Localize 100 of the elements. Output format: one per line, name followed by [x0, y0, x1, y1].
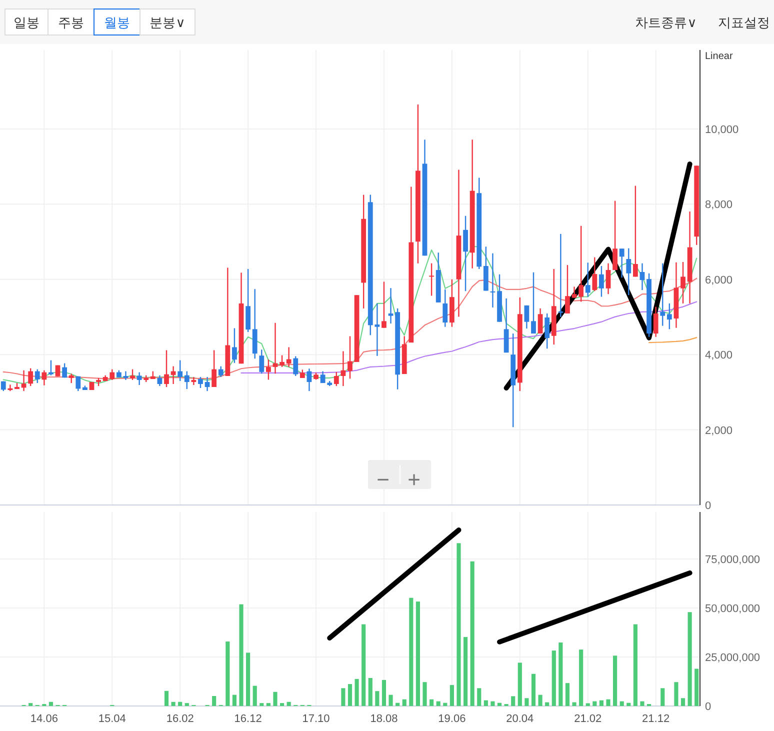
candlestick [123, 370, 128, 381]
candlestick [306, 368, 312, 392]
bar [184, 703, 189, 706]
bar [626, 702, 631, 706]
bar [660, 688, 665, 706]
candlestick [531, 272, 536, 334]
bar [463, 637, 468, 706]
bar [565, 683, 570, 706]
candlestick [204, 376, 210, 392]
x-tick-label: 20.04 [506, 713, 534, 725]
bar [490, 701, 495, 706]
bar [572, 702, 576, 706]
x-tick-label: 17.10 [302, 713, 330, 725]
x-tick-label: 18.08 [370, 713, 398, 725]
text: 분봉∨ [150, 15, 186, 30]
text: 월봉 [104, 15, 130, 30]
candlestick [653, 306, 658, 338]
bar [443, 702, 448, 706]
bar [171, 702, 176, 706]
y-tick-label: 50,000,000 [705, 603, 760, 616]
bar [620, 701, 624, 706]
bar [558, 642, 563, 706]
candlestick [463, 215, 468, 292]
bar [273, 692, 278, 706]
candlestick [388, 287, 394, 324]
bar [606, 699, 610, 706]
text: 주봉 [58, 15, 84, 30]
y-tick-label: 8,000 [705, 199, 733, 212]
candlestick [382, 281, 386, 328]
bar [28, 703, 33, 706]
x-tick-label: 14.06 [30, 713, 58, 725]
bar [531, 674, 536, 706]
bar [484, 700, 488, 706]
candlestick [184, 370, 190, 390]
candlestick [42, 370, 47, 386]
candlestick [212, 350, 217, 388]
candlestick [48, 360, 54, 376]
y-tick-label: 25,000,000 [705, 652, 760, 664]
bar [286, 702, 291, 706]
text: 차트종류∨ [635, 15, 697, 30]
text: 지표설정 [718, 15, 770, 30]
x-tick-label: 19.06 [438, 713, 466, 725]
bar [470, 561, 474, 706]
bar [260, 703, 264, 706]
bar [48, 702, 54, 706]
bar [518, 662, 522, 706]
bar [613, 656, 618, 706]
bar [388, 694, 393, 706]
candlestick [538, 308, 543, 334]
candlestick [606, 262, 611, 295]
x-tick-label: 16.12 [234, 713, 262, 725]
candlestick [286, 346, 292, 368]
candlestick [626, 248, 632, 296]
candlestick [592, 256, 598, 292]
bar [579, 650, 584, 706]
candlestick [619, 248, 624, 278]
bar [436, 701, 440, 706]
candlestick [666, 302, 672, 330]
text: 일봉 [14, 15, 40, 30]
bar [477, 688, 482, 706]
bar [396, 702, 400, 706]
bar [450, 685, 454, 706]
candlestick [246, 268, 251, 333]
candlestick [640, 262, 645, 291]
candlestick [136, 372, 142, 386]
candlestick [259, 348, 264, 374]
bar [409, 598, 414, 706]
y-tick-label: 2,000 [705, 424, 733, 437]
candlestick [8, 384, 13, 392]
bar [375, 691, 380, 706]
candlestick [348, 336, 352, 380]
bar [354, 678, 359, 706]
x-tick-label: 21.02 [574, 713, 602, 725]
candlestick [585, 262, 590, 298]
candlestick [524, 304, 530, 330]
bar [674, 682, 678, 706]
bar [694, 668, 699, 706]
candlestick [599, 265, 604, 298]
candlestick [164, 350, 169, 388]
annotation: + [408, 467, 420, 492]
bar [680, 698, 686, 706]
bar [524, 698, 529, 706]
candlestick [130, 368, 135, 381]
bar [252, 686, 257, 706]
bar [592, 701, 597, 706]
bar [266, 703, 270, 706]
candlestick [28, 368, 34, 387]
candlestick [68, 373, 74, 384]
candlestick [490, 252, 496, 308]
bar [640, 701, 644, 706]
candlestick [191, 376, 196, 386]
candlestick [280, 354, 284, 368]
x-tick-label: 16.02 [166, 713, 194, 725]
bar [422, 682, 427, 706]
candlestick [293, 356, 298, 377]
bar [164, 690, 169, 706]
bar [226, 642, 230, 706]
bar [552, 650, 556, 706]
y-tick-label: 4,000 [705, 350, 733, 362]
bar [538, 694, 542, 706]
